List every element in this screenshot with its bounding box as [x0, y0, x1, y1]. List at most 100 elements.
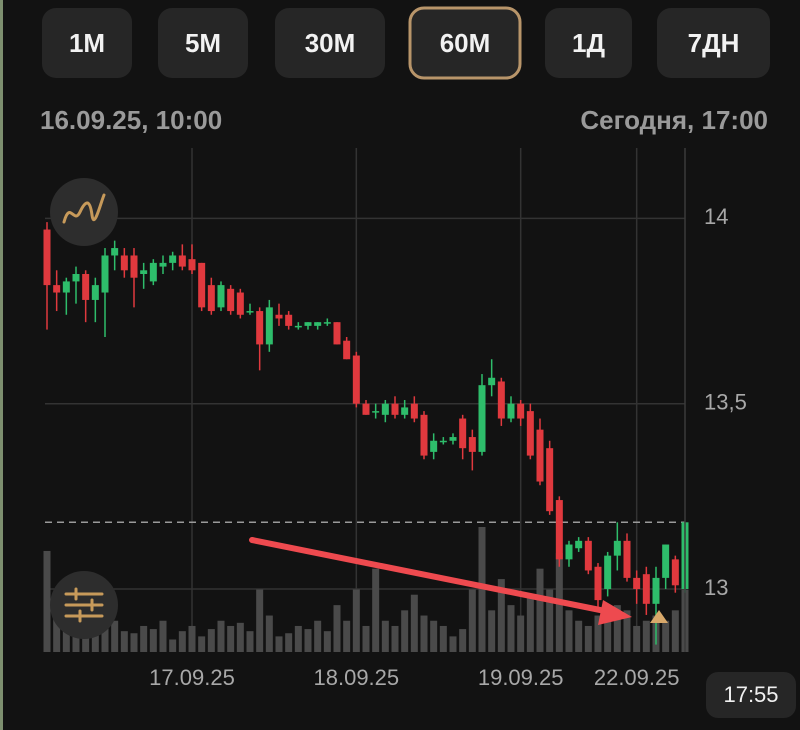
- volume-bar: [584, 625, 592, 652]
- volume-bar: [604, 620, 612, 652]
- volume-bar: [130, 633, 138, 652]
- volume-bar: [362, 625, 370, 652]
- candle-body: [565, 544, 573, 560]
- candle-body: [275, 314, 283, 319]
- candle-body: [111, 248, 119, 256]
- candle-body: [526, 411, 534, 456]
- volume-bar: [333, 605, 341, 652]
- volume-bar: [91, 625, 99, 652]
- volume-bar: [43, 550, 51, 652]
- volume-bar: [111, 620, 119, 652]
- candle-body: [420, 414, 428, 456]
- y-tick-label: 13,5: [704, 390, 747, 415]
- volume-bar: [159, 620, 167, 652]
- volume-bar: [265, 615, 273, 652]
- indicator-circle: [50, 178, 118, 246]
- candle-body: [391, 403, 399, 415]
- volume-bar: [275, 636, 283, 652]
- plot: 13 13,5 14 17.09.25 18.09.25 19.09.25 22.09.25: [43, 148, 747, 690]
- candle-body: [401, 407, 409, 415]
- candle-body: [188, 259, 196, 271]
- candle-body: [488, 377, 496, 386]
- button-bg: [657, 8, 770, 78]
- volume-bar: [53, 605, 61, 652]
- candle-body: [642, 574, 650, 604]
- trade-marker: [650, 610, 668, 623]
- y-tick-label: 14: [704, 204, 728, 229]
- indicator-button[interactable]: [50, 178, 118, 246]
- timeframe-button[interactable]: 7ДН: [657, 8, 770, 78]
- volume-bar: [459, 629, 467, 652]
- button-label: 5М: [185, 28, 221, 58]
- volume-bar: [188, 625, 196, 652]
- candle-body: [198, 262, 206, 308]
- candle-body: [178, 255, 186, 267]
- candle-body: [633, 577, 641, 589]
- settings-button[interactable]: [50, 571, 118, 639]
- candle-body: [72, 274, 80, 282]
- volume-bar: [401, 610, 409, 652]
- candle-body: [62, 281, 70, 293]
- volume-bar: [449, 636, 457, 652]
- candle-body: [207, 285, 215, 312]
- candle-body: [343, 340, 351, 360]
- volume-bar: [304, 629, 312, 652]
- candle-body: [265, 307, 273, 345]
- candle-body: [507, 403, 515, 419]
- volume-bar: [236, 622, 244, 652]
- candle-body: [82, 274, 90, 300]
- x-tick-label: 22.09.25: [594, 665, 680, 690]
- timeframe-button[interactable]: 60М: [408, 6, 522, 80]
- volume-bar: [575, 620, 583, 652]
- candle-body: [43, 229, 51, 286]
- time-badge: [706, 672, 796, 718]
- candle-body: [314, 322, 322, 326]
- volume-bar: [507, 605, 515, 652]
- timeframe-button[interactable]: 1М: [42, 8, 132, 78]
- candle-body: [159, 262, 167, 267]
- candle-body: [304, 322, 312, 326]
- volume-bar: [285, 633, 293, 652]
- candle-body: [91, 285, 99, 300]
- candle-body: [613, 540, 621, 556]
- candle-body: [323, 322, 331, 324]
- candle-body: [536, 429, 544, 482]
- annotation-arrow: [249, 537, 632, 625]
- volume-bar: [478, 527, 486, 652]
- candle-body: [546, 448, 554, 512]
- volume-bar: [517, 615, 525, 652]
- volume-bar: [149, 629, 157, 652]
- button-label: 1Д: [572, 28, 605, 58]
- candle-body: [410, 403, 418, 419]
- volume-bar: [314, 620, 322, 652]
- settings-icon: [64, 587, 104, 623]
- volume-bar: [256, 589, 264, 652]
- candle-body: [478, 385, 486, 452]
- volume-bar: [497, 579, 505, 652]
- candle-body: [671, 559, 679, 586]
- volume-bar: [439, 625, 447, 652]
- candle-body: [246, 311, 254, 313]
- candle-body: [459, 418, 467, 449]
- volume-bar: [246, 631, 254, 652]
- range-start: 16.09.25, 10:00: [40, 105, 222, 135]
- candle-body: [169, 255, 177, 263]
- timeframe-button[interactable]: 30М: [275, 8, 385, 78]
- candle-body: [130, 255, 138, 278]
- candle-body: [517, 403, 525, 419]
- volume-bar: [420, 615, 428, 652]
- candle-body: [53, 285, 61, 293]
- candle-body: [217, 285, 225, 308]
- volume-bar: [198, 636, 206, 652]
- volume-bar: [391, 625, 399, 652]
- timeframe-button[interactable]: 1Д: [545, 8, 632, 78]
- volume-bar: [178, 631, 186, 652]
- volume-bar: [642, 620, 650, 652]
- candle-body: [555, 500, 563, 560]
- timeframe-button[interactable]: 5М: [158, 8, 248, 78]
- volume-bar: [546, 589, 554, 652]
- button-bg: [545, 8, 632, 78]
- volume-bar: [169, 639, 177, 652]
- x-tick-label: 17.09.25: [149, 665, 235, 690]
